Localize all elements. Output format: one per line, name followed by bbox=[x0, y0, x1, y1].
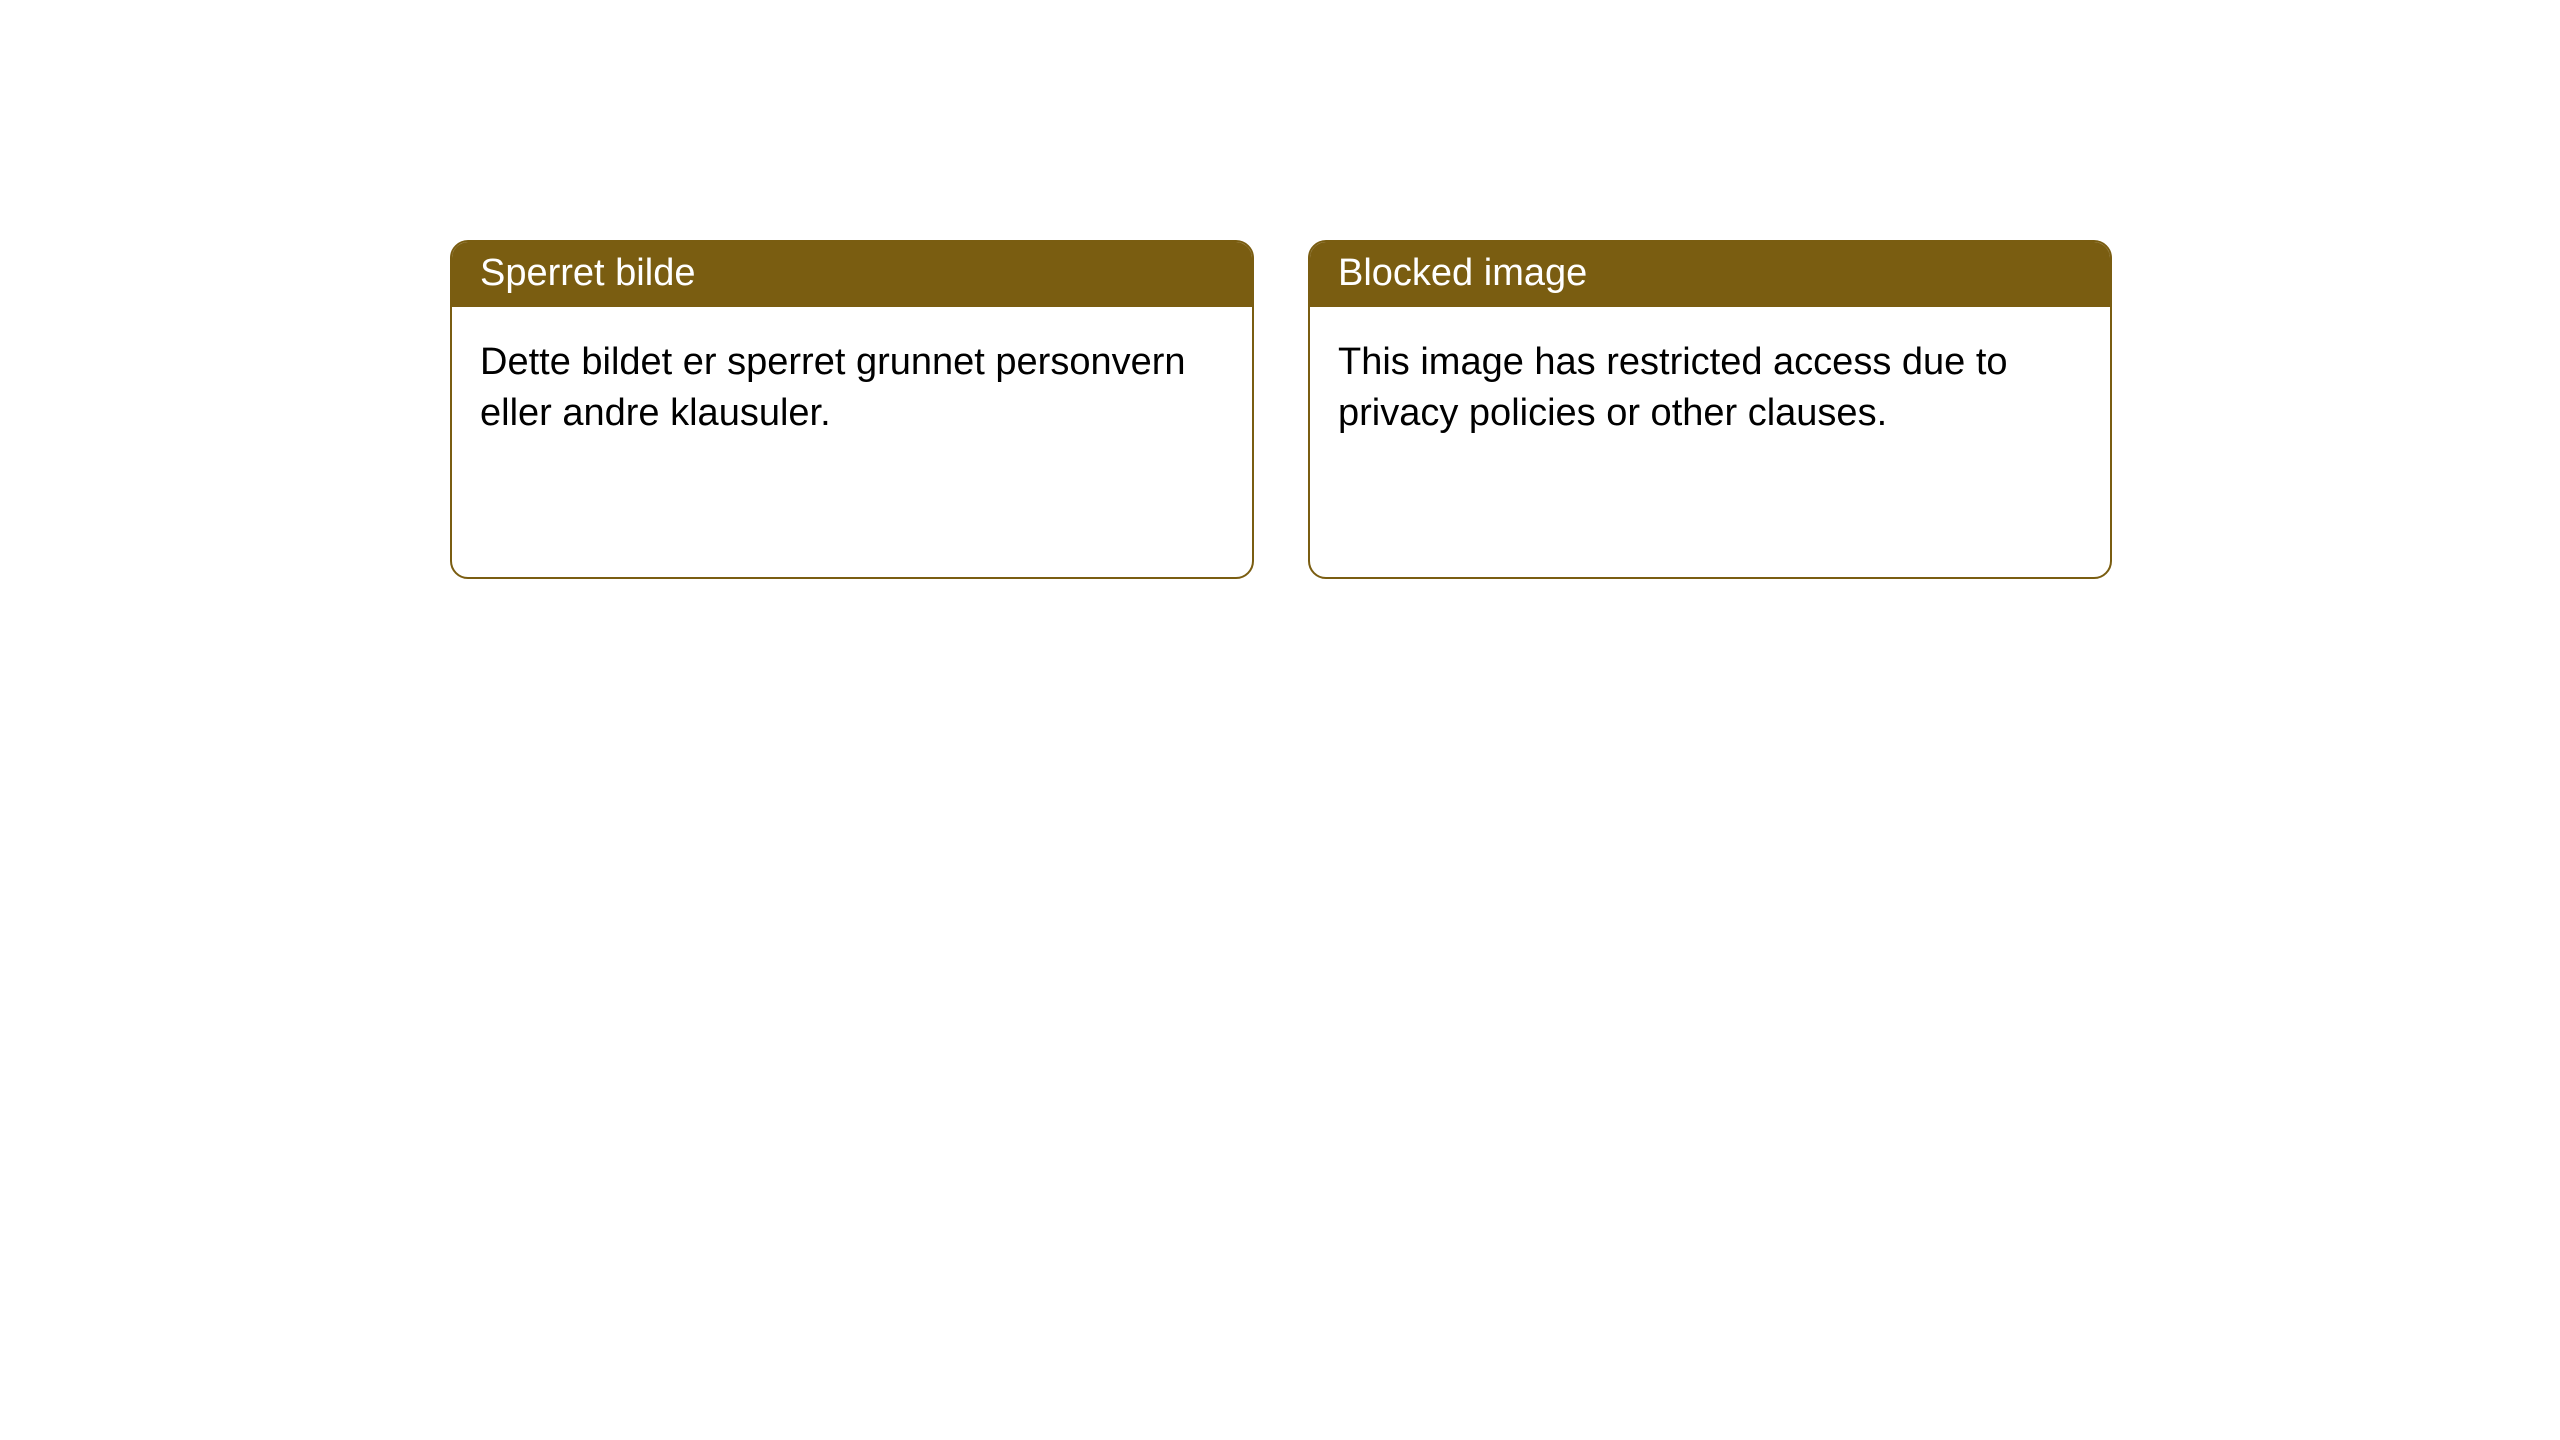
notice-card-english: Blocked image This image has restricted … bbox=[1308, 240, 2112, 579]
notice-container: Sperret bilde Dette bildet er sperret gr… bbox=[0, 0, 2560, 579]
notice-title: Sperret bilde bbox=[480, 252, 695, 294]
notice-header: Blocked image bbox=[1310, 242, 2110, 307]
notice-body: This image has restricted access due to … bbox=[1310, 307, 2110, 577]
notice-text: This image has restricted access due to … bbox=[1338, 341, 2008, 434]
notice-text: Dette bildet er sperret grunnet personve… bbox=[480, 341, 1186, 434]
notice-body: Dette bildet er sperret grunnet personve… bbox=[452, 307, 1252, 577]
notice-header: Sperret bilde bbox=[452, 242, 1252, 307]
notice-title: Blocked image bbox=[1338, 252, 1587, 294]
notice-card-norwegian: Sperret bilde Dette bildet er sperret gr… bbox=[450, 240, 1254, 579]
